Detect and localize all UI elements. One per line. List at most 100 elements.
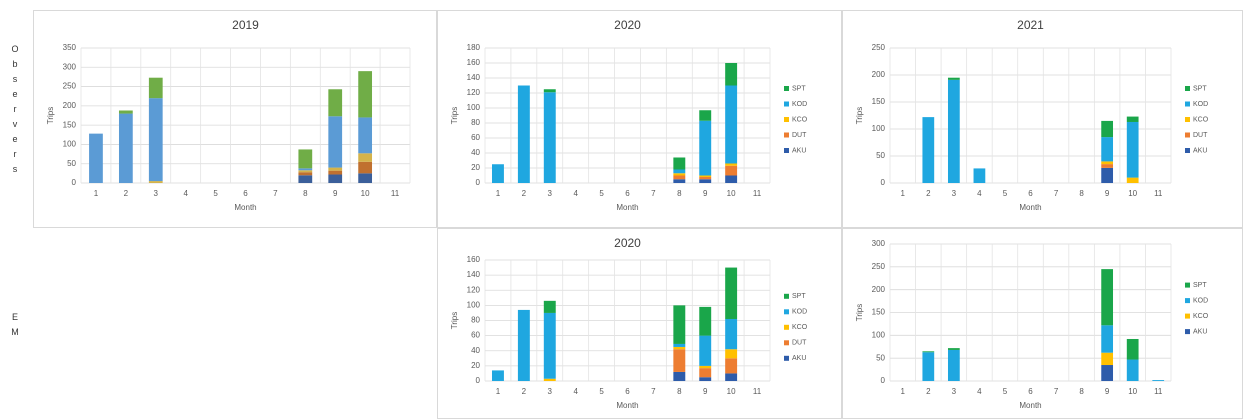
bar-segment (328, 116, 343, 168)
bar-segment (1101, 120, 1114, 138)
y-tick-label: 100 (467, 300, 481, 309)
bar-segment (673, 179, 686, 183)
y-axis-title: Trips (46, 107, 55, 124)
legend-swatch (784, 293, 789, 299)
x-tick-label: 5 (1003, 387, 1008, 396)
panel (437, 10, 842, 228)
legend-swatch (1185, 101, 1190, 107)
y-tick-label: 50 (67, 159, 76, 168)
bar-segment (725, 63, 738, 86)
y-tick-label: 250 (63, 82, 77, 91)
x-tick-label: 7 (273, 189, 278, 198)
y-tick-label: 180 (467, 43, 481, 52)
bar-segment (699, 365, 712, 369)
x-tick-label: 6 (1028, 189, 1033, 198)
bar-segment (947, 79, 960, 183)
bar-segment (699, 179, 712, 183)
y-tick-label: 140 (467, 73, 481, 82)
x-tick-label: 3 (154, 189, 159, 198)
bar-segment (358, 153, 373, 162)
bar-segment (699, 177, 712, 180)
bar-segment (298, 170, 313, 173)
bar-segment (328, 89, 343, 117)
legend-label: KOD (792, 101, 807, 108)
x-tick-label: 3 (952, 189, 957, 198)
y-tick-label: 120 (467, 88, 481, 97)
bar-segment (328, 167, 343, 171)
y-tick-label: 300 (63, 62, 77, 71)
x-tick-label: 6 (625, 387, 630, 396)
legend-swatch (784, 132, 789, 138)
bar-segment (358, 161, 373, 174)
x-tick-label: 4 (573, 387, 578, 396)
x-axis-title: Month (1019, 401, 1041, 410)
y-tick-label: 40 (471, 148, 480, 157)
x-tick-label: 5 (1003, 189, 1008, 198)
y-tick-label: 100 (63, 140, 77, 149)
legend-swatch (784, 86, 789, 91)
y-axis-title: Trips (855, 107, 864, 124)
y-tick-label: 40 (471, 346, 480, 355)
legend-swatch (1185, 148, 1190, 153)
x-tick-label: 1 (496, 189, 501, 198)
y-tick-label: 200 (63, 101, 77, 110)
x-tick-label: 10 (1128, 189, 1137, 198)
bar-segment (328, 170, 343, 175)
x-tick-label: 6 (1028, 387, 1033, 396)
bar-segment (543, 300, 556, 313)
legend-label: KOD (792, 309, 807, 316)
y-tick-label: 100 (872, 124, 886, 133)
legend-label: KCO (792, 324, 808, 331)
bar-segment (118, 113, 133, 183)
x-tick-label: 10 (727, 189, 736, 198)
y-tick-label: 150 (872, 308, 886, 317)
bar-segment (947, 77, 960, 80)
bar-segment (673, 157, 686, 170)
bar-segment (673, 349, 686, 372)
x-tick-label: 6 (243, 189, 248, 198)
legend-label: KOD (1193, 101, 1208, 108)
bar-segment (699, 335, 712, 366)
panel (33, 10, 437, 228)
legend-swatch (784, 148, 789, 153)
bar-segment (118, 110, 133, 114)
x-tick-label: 9 (1105, 387, 1110, 396)
x-tick-label: 8 (1079, 189, 1084, 198)
bar-segment (725, 163, 738, 166)
y-tick-label: 0 (72, 178, 77, 187)
y-tick-label: 350 (63, 43, 77, 52)
x-tick-label: 7 (1054, 189, 1059, 198)
y-tick-label: 50 (876, 151, 885, 160)
x-tick-label: 5 (599, 189, 604, 198)
bar-segment (973, 168, 986, 183)
legend-label: KOD (1193, 297, 1208, 304)
x-tick-label: 4 (977, 189, 982, 198)
chart-title: 2019 (232, 18, 259, 32)
x-tick-label: 11 (1154, 189, 1163, 198)
legend-label: DUT (792, 340, 807, 347)
bar-segment (491, 370, 504, 381)
x-tick-label: 9 (703, 387, 708, 396)
bar-segment (358, 71, 373, 118)
bar-segment (725, 165, 738, 176)
bar-segment (725, 358, 738, 374)
bar-segment (298, 168, 313, 171)
y-tick-label: 60 (471, 133, 480, 142)
y-tick-label: 80 (471, 118, 480, 127)
x-tick-label: 8 (303, 189, 308, 198)
panel (842, 228, 1243, 419)
x-tick-label: 1 (94, 189, 99, 198)
bar-segment (725, 318, 738, 350)
y-tick-label: 100 (872, 330, 886, 339)
y-axis-title: Trips (450, 107, 459, 124)
bar-segment (673, 371, 686, 381)
legend-swatch (784, 324, 789, 330)
bar-segment (491, 164, 504, 183)
legend-swatch (784, 340, 789, 346)
x-axis-title: Month (234, 203, 256, 212)
x-axis-title: Month (616, 203, 638, 212)
x-tick-label: 7 (651, 189, 656, 198)
bar-segment (725, 373, 738, 381)
legend-label: SPT (792, 85, 806, 92)
